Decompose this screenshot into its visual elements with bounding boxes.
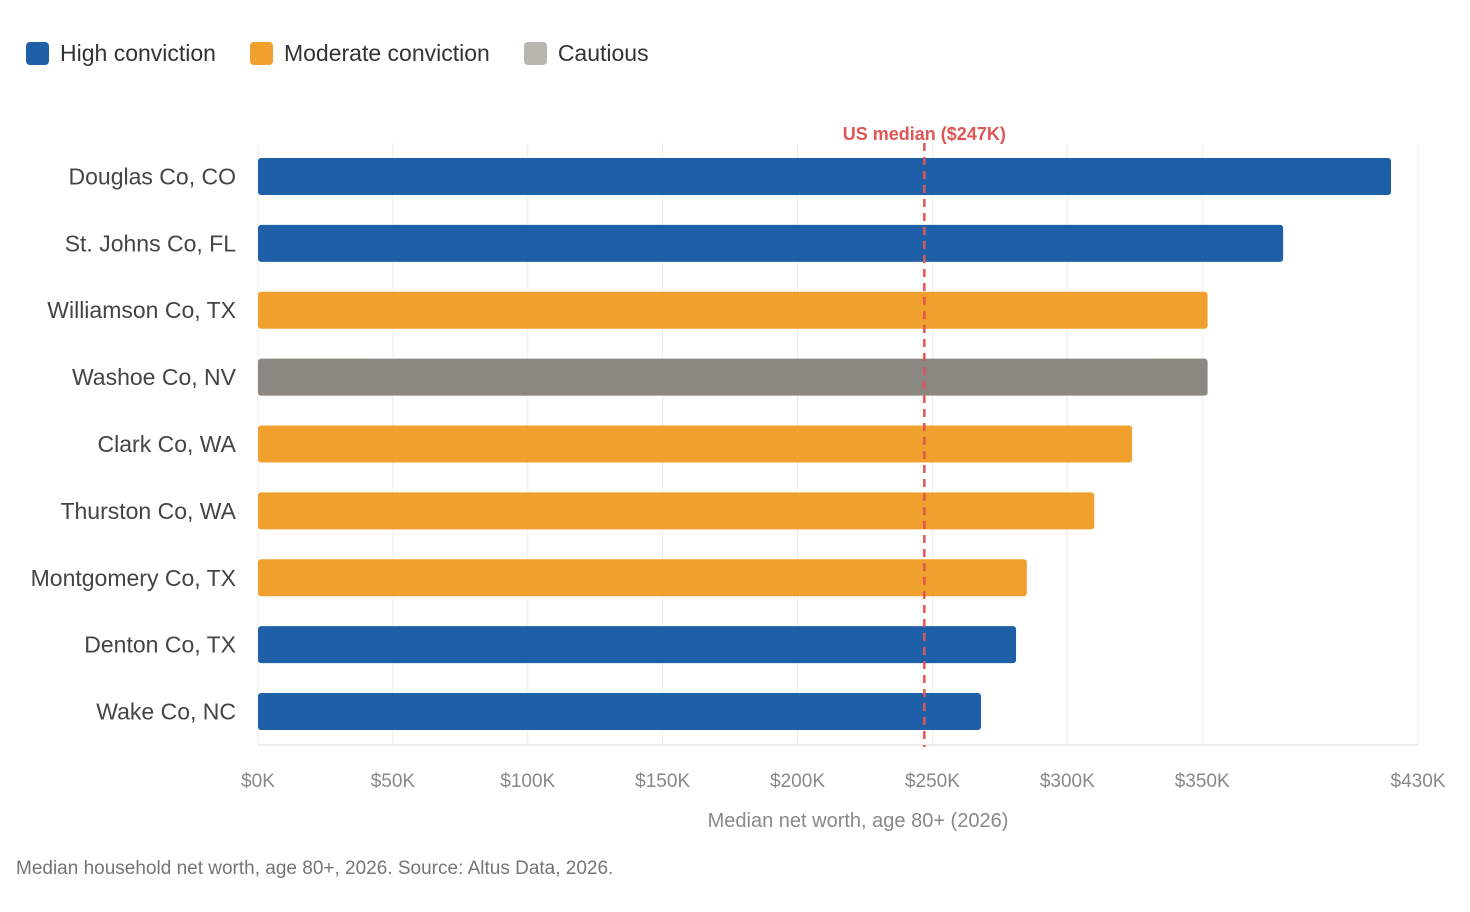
x-tick-label: $150K [635, 771, 690, 792]
bar [258, 626, 1017, 664]
x-tick-label: $250K [905, 771, 960, 792]
category-label: Thurston Co, WA [60, 498, 236, 524]
category-label: Montgomery Co, TX [31, 565, 236, 591]
x-tick-label: $0K [241, 771, 275, 792]
legend-label: Cautious [557, 40, 649, 66]
legend-swatch-high [26, 42, 49, 65]
bar [258, 425, 1133, 463]
legend-item-high-conviction[interactable]: High conviction [26, 40, 216, 67]
category-label: Washoe Co, NV [72, 364, 237, 390]
bar [258, 693, 981, 731]
bar [258, 291, 1208, 329]
legend-label: High conviction [60, 40, 216, 66]
x-tick-label: $430K [1391, 771, 1446, 792]
x-tick-label: $50K [371, 771, 416, 792]
category-label: St. Johns Co, FL [65, 230, 237, 256]
legend-label: Moderate conviction [283, 40, 490, 66]
legend-swatch-cautious [523, 42, 547, 65]
bar [258, 157, 1392, 195]
bar [258, 492, 1095, 530]
category-label: Wake Co, NC [96, 699, 236, 725]
category-label: Williamson Co, TX [47, 297, 236, 323]
legend: High conviction Moderate conviction Caut… [26, 40, 649, 67]
x-axis-title: Median net worth, age 80+ (2026) [708, 810, 1009, 832]
bar [258, 358, 1208, 396]
x-tick-label: $100K [500, 771, 555, 792]
x-tick-label: $200K [770, 771, 825, 792]
reference-line-label: US median ($247K) [843, 124, 1006, 144]
bar [258, 224, 1284, 262]
category-label: Denton Co, TX [84, 632, 236, 658]
bar [258, 559, 1027, 597]
legend-item-cautious[interactable]: Cautious [523, 40, 649, 67]
legend-item-moderate-conviction[interactable]: Moderate conviction [249, 40, 490, 67]
x-tick-label: $300K [1040, 771, 1095, 792]
category-label: Douglas Co, CO [69, 163, 236, 189]
legend-swatch-moderate [249, 42, 273, 65]
category-label: Clark Co, WA [98, 431, 237, 457]
x-tick-label: $350K [1175, 771, 1230, 792]
chart-caption: Median household net worth, age 80+, 202… [16, 858, 614, 879]
